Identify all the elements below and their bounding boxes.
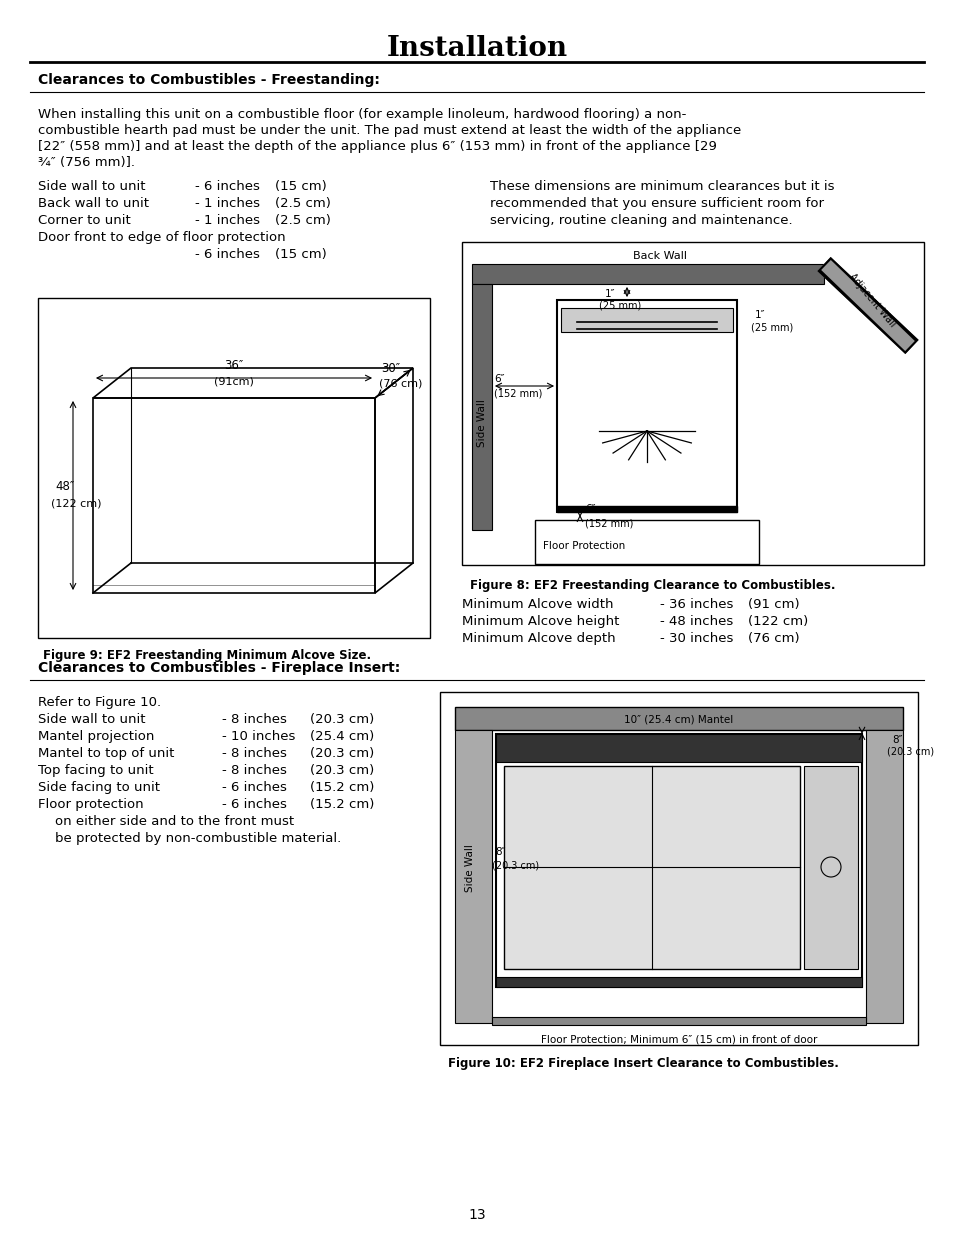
Bar [535,520,759,564]
Text: 48″: 48″ [55,480,74,494]
Text: 30″: 30″ [380,363,399,375]
Text: - 36 inches: - 36 inches [659,598,733,611]
Text: (76 cm): (76 cm) [747,632,799,645]
Text: (15.2 cm): (15.2 cm) [310,798,374,811]
Text: 6″: 6″ [494,374,504,384]
Text: Mantel to top of unit: Mantel to top of unit [38,747,174,760]
Bar [503,766,800,969]
Text: Figure 9: EF2 Freestanding Minimum Alcove Size.: Figure 9: EF2 Freestanding Minimum Alcov… [43,650,371,662]
Text: - 6 inches: - 6 inches [222,781,287,794]
Text: Top facing to unit: Top facing to unit [38,764,153,777]
Text: recommended that you ensure sufficient room for: recommended that you ensure sufficient r… [490,198,823,210]
Text: Clearances to Combustibles - Fireplace Insert:: Clearances to Combustibles - Fireplace I… [38,661,400,676]
Bar [455,730,492,1023]
Text: Minimum Alcove width: Minimum Alcove width [461,598,613,611]
Text: (15.2 cm): (15.2 cm) [310,781,374,794]
Text: Minimum Alcove depth: Minimum Alcove depth [461,632,615,645]
Text: - 10 inches: - 10 inches [222,730,295,743]
Bar [496,734,862,762]
Text: When installing this unit on a combustible floor (for example linoleum, hardwood: When installing this unit on a combustib… [38,107,685,121]
Text: 1″: 1″ [754,310,764,320]
Bar [560,308,732,332]
Text: combustible hearth pad must be under the unit. The pad must extend at least the : combustible hearth pad must be under the… [38,124,740,137]
Text: Figure 10: EF2 Fireplace Insert Clearance to Combustibles.: Figure 10: EF2 Fireplace Insert Clearanc… [448,1056,838,1070]
Text: [22″ (558 mm)] and at least the depth of the appliance plus 6″ (153 mm) in front: [22″ (558 mm)] and at least the depth of… [38,140,716,153]
Text: Back wall to unit: Back wall to unit [38,198,149,210]
Text: Floor protection: Floor protection [38,798,144,811]
Text: (20.3 cm): (20.3 cm) [492,861,538,871]
Text: - 6 inches: - 6 inches [194,180,259,193]
Bar [803,766,857,969]
Text: - 48 inches: - 48 inches [659,615,733,629]
Text: Side wall to unit: Side wall to unit [38,713,146,726]
Text: - 6 inches: - 6 inches [194,248,259,261]
Text: Installation: Installation [386,35,567,62]
Text: Side Wall: Side Wall [476,399,486,447]
Bar [38,298,430,638]
Bar [557,300,737,513]
Text: 36″: 36″ [224,359,243,372]
Text: Back Wall: Back Wall [633,251,686,261]
Text: (91 cm): (91 cm) [747,598,799,611]
Text: Adjacent Wall: Adjacent Wall [846,272,896,329]
Text: (91cm): (91cm) [213,375,253,387]
Text: (15 cm): (15 cm) [274,248,327,261]
Text: be protected by non-combustible material.: be protected by non-combustible material… [38,832,341,845]
Text: - 8 inches: - 8 inches [222,764,287,777]
Text: 13: 13 [468,1208,485,1221]
Text: (20.3 cm): (20.3 cm) [310,764,374,777]
Bar [496,734,862,987]
Text: Floor Protection: Floor Protection [542,541,624,551]
Text: 8″: 8″ [495,847,505,857]
Text: These dimensions are minimum clearances but it is: These dimensions are minimum clearances … [490,180,834,193]
Text: (20.3 cm): (20.3 cm) [310,713,374,726]
Text: Side facing to unit: Side facing to unit [38,781,160,794]
Text: Side wall to unit: Side wall to unit [38,180,146,193]
Text: 8″: 8″ [891,735,902,745]
Text: - 1 inches: - 1 inches [194,214,260,227]
Text: Minimum Alcove height: Minimum Alcove height [461,615,618,629]
Text: Floor Protection; Minimum 6″ (15 cm) in front of door: Floor Protection; Minimum 6″ (15 cm) in … [540,1034,817,1044]
Text: Corner to unit: Corner to unit [38,214,131,227]
Text: (152 mm): (152 mm) [584,517,633,529]
Text: - 6 inches: - 6 inches [222,798,287,811]
Text: Refer to Figure 10.: Refer to Figure 10. [38,697,161,709]
Text: (20.3 cm): (20.3 cm) [310,747,374,760]
Text: (15 cm): (15 cm) [274,180,327,193]
Text: (25.4 cm): (25.4 cm) [310,730,374,743]
Text: on either side and to the front must: on either side and to the front must [38,815,294,827]
Text: - 30 inches: - 30 inches [659,632,733,645]
Text: (2.5 cm): (2.5 cm) [274,198,331,210]
Bar [439,692,917,1045]
Text: (25 mm): (25 mm) [598,301,640,311]
Text: (122 cm): (122 cm) [747,615,807,629]
Bar [557,506,737,513]
Text: (76 cm): (76 cm) [378,378,422,388]
Bar [865,730,902,1023]
Text: - 8 inches: - 8 inches [222,713,287,726]
Text: Figure 8: EF2 Freestanding Clearance to Combustibles.: Figure 8: EF2 Freestanding Clearance to … [470,578,835,592]
Text: (122 cm): (122 cm) [51,498,101,508]
Text: 10″ (25.4 cm) Mantel: 10″ (25.4 cm) Mantel [623,714,733,724]
Text: Mantel projection: Mantel projection [38,730,154,743]
Bar [455,706,902,730]
Text: (25 mm): (25 mm) [750,322,792,332]
Text: 1″: 1″ [604,289,615,299]
Text: (20.3 cm): (20.3 cm) [886,747,933,757]
Text: Side Wall: Side Wall [464,844,475,892]
Text: Door front to edge of floor protection: Door front to edge of floor protection [38,231,285,245]
Text: servicing, routine cleaning and maintenance.: servicing, routine cleaning and maintena… [490,214,792,227]
Text: Clearances to Combustibles - Freestanding:: Clearances to Combustibles - Freestandin… [38,73,379,86]
Bar [496,977,862,987]
Text: 6″: 6″ [584,504,595,514]
Text: (152 mm): (152 mm) [494,388,542,398]
Text: - 8 inches: - 8 inches [222,747,287,760]
Bar [472,284,492,530]
Bar [492,1016,865,1025]
Text: ¾″ (756 mm)].: ¾″ (756 mm)]. [38,156,135,169]
Text: (2.5 cm): (2.5 cm) [274,214,331,227]
Bar [461,242,923,564]
Text: - 1 inches: - 1 inches [194,198,260,210]
Bar [472,264,823,284]
